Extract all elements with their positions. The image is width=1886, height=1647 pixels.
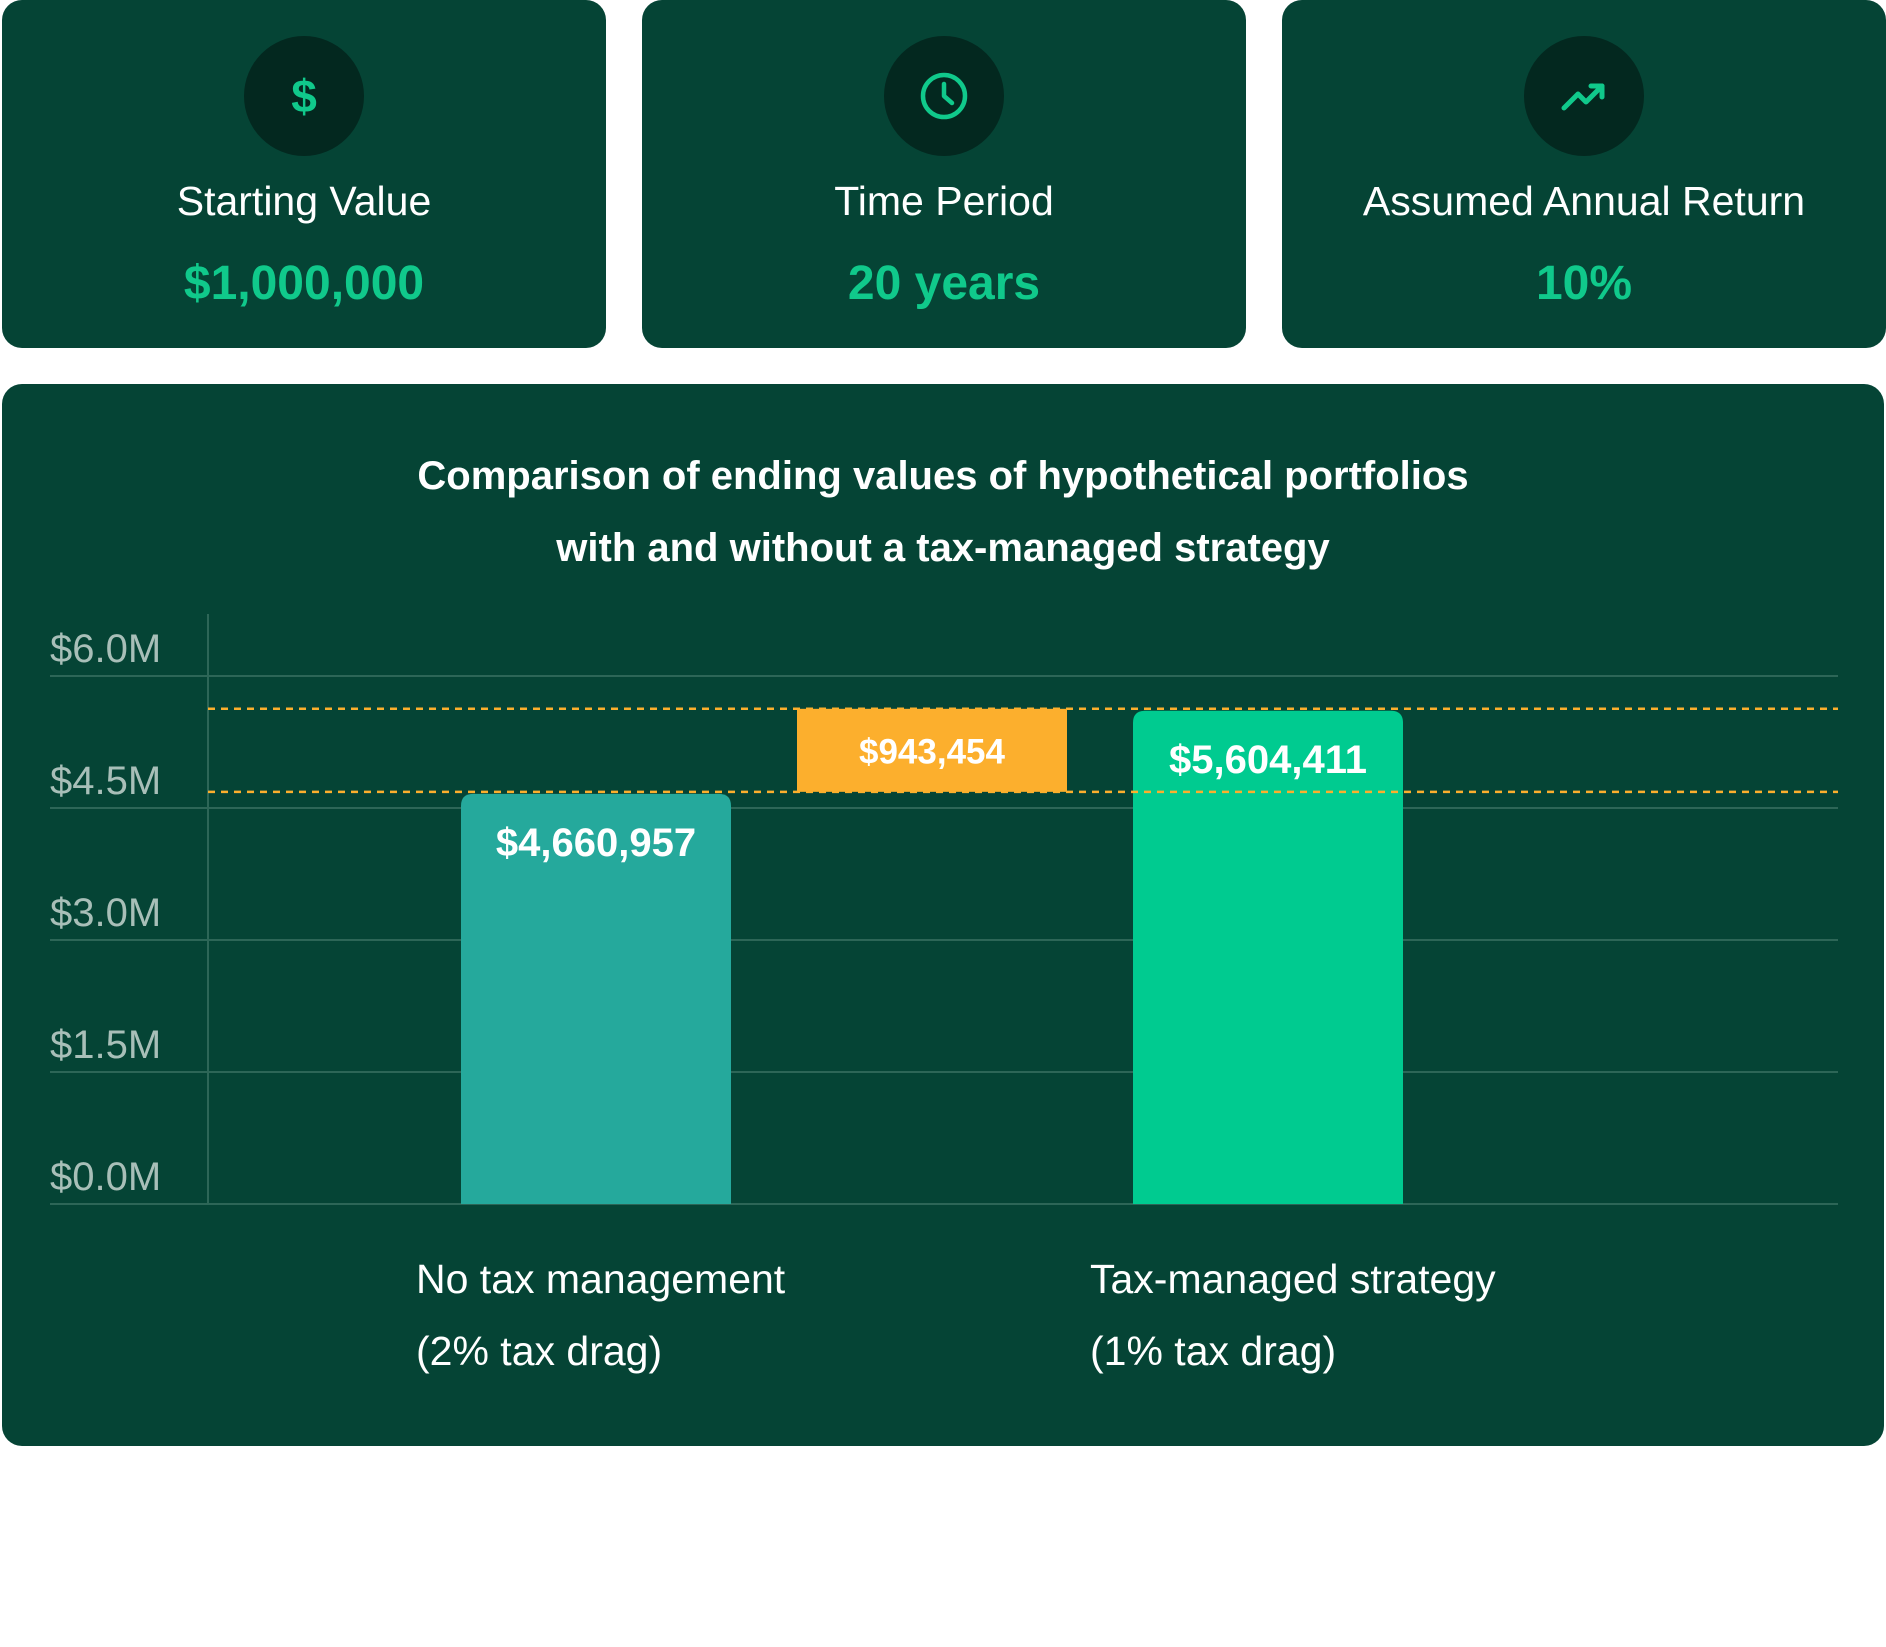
chart-title-line-1: Comparison of ending values of hypotheti… — [417, 454, 1469, 498]
category-label-no-tax-line-2: (2% tax drag) — [416, 1328, 663, 1374]
annual-return-label: Assumed Annual Return — [1362, 178, 1806, 224]
annual-return-amount: 10% — [1535, 257, 1633, 310]
svg-text:$: $ — [291, 70, 317, 122]
bar — [1133, 710, 1403, 1204]
annual-return-card: Assumed Annual Return 10% — [1282, 0, 1886, 348]
time-period-label: Time Period — [834, 178, 1054, 224]
dollar-icon: $ — [244, 36, 364, 156]
bar-chart: $0.0M $1.5M $3.0M $4.5M $6.0M $4,660,957 $5,60… — [50, 614, 1838, 1205]
y-tick-label: $4.5M — [50, 759, 161, 803]
chart-title-line-2: with and without a tax-managed strategy — [556, 526, 1330, 570]
time-period-card: Time Period 20 years — [642, 0, 1246, 348]
bar-value-label: $4,660,957 — [496, 821, 696, 865]
category-label-no-tax-line-1: No tax management — [416, 1256, 786, 1302]
starting-value-card: $ Starting Value $1,000,000 — [2, 0, 606, 348]
bar — [461, 793, 731, 1204]
starting-value-label: Starting Value — [176, 178, 432, 224]
trending-up-icon — [1524, 36, 1644, 156]
y-tick-label: $1.5M — [50, 1023, 161, 1067]
clock-icon — [884, 36, 1004, 156]
time-period-amount: 20 years — [847, 257, 1041, 310]
difference-box — [797, 708, 1067, 792]
starting-value-amount: $1,000,000 — [183, 257, 425, 310]
y-tick-label: $3.0M — [50, 891, 161, 935]
y-tick-label: $6.0M — [50, 627, 161, 671]
difference-label: $943,454 — [859, 732, 1006, 771]
bar-value-label: $5,604,411 — [1169, 738, 1367, 782]
category-label-tax-managed-line-1: Tax-managed strategy — [1090, 1256, 1496, 1302]
chart-panel: Comparison of ending values of hypotheti… — [2, 384, 1884, 1446]
y-tick-label: $0.0M — [50, 1155, 161, 1199]
category-label-tax-managed-line-2: (1% tax drag) — [1090, 1328, 1337, 1374]
